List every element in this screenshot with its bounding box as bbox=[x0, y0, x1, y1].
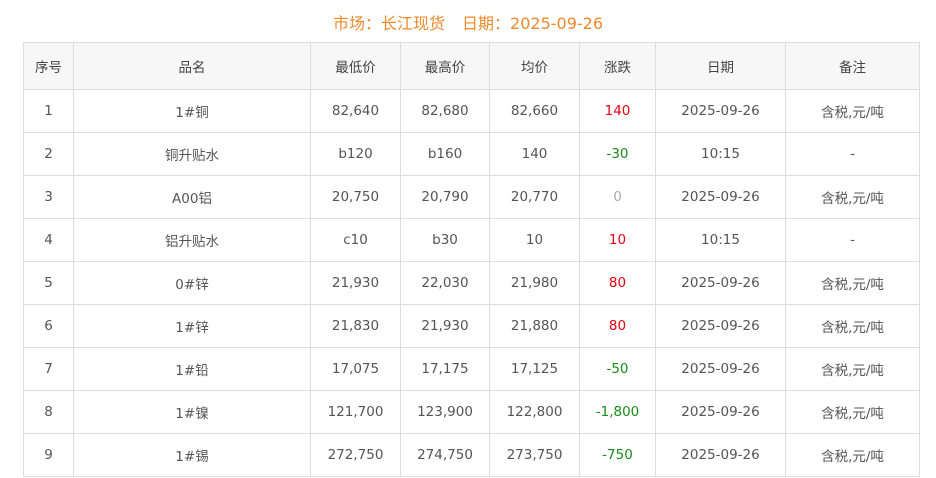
cell-note: - bbox=[785, 132, 920, 176]
cell-note: 含税,元/吨 bbox=[785, 304, 920, 348]
cell-avg: 10 bbox=[489, 218, 580, 262]
cell-avg: 20,770 bbox=[489, 175, 580, 219]
cell-date: 2025-09-26 bbox=[655, 433, 786, 477]
cell-high: 82,680 bbox=[400, 89, 490, 133]
cell-change: 10 bbox=[579, 218, 656, 262]
cell-change: 140 bbox=[579, 89, 656, 133]
cell-date: 2025-09-26 bbox=[655, 261, 786, 305]
cell-no: 8 bbox=[23, 390, 74, 434]
cell-low: 20,750 bbox=[310, 175, 401, 219]
cell-high: 17,175 bbox=[400, 347, 490, 391]
cell-name: 1#铜 bbox=[73, 89, 311, 133]
cell-avg: 82,660 bbox=[489, 89, 580, 133]
table-row: 6 1#锌 21,830 21,930 21,880 80 2025-09-26 含税,元/吨 bbox=[23, 304, 920, 348]
table-row: 3 A00铝 20,750 20,790 20,770 0 2025-09-26 含税,元/吨 bbox=[23, 175, 920, 219]
cell-avg: 140 bbox=[489, 132, 580, 176]
cell-date: 10:15 bbox=[655, 132, 786, 176]
cell-note: 含税,元/吨 bbox=[785, 347, 920, 391]
cell-note: 含税,元/吨 bbox=[785, 175, 920, 219]
cell-high: b160 bbox=[400, 132, 490, 176]
table-row: 4 铝升贴水 c10 b30 10 10 10:15- bbox=[23, 218, 920, 262]
cell-high: 123,900 bbox=[400, 390, 490, 434]
table-row: 7 1#铅 17,075 17,175 17,125 -50 2025-09-26 含税,元/… bbox=[23, 347, 920, 391]
cell-low: 17,075 bbox=[310, 347, 401, 391]
cell-no: 1 bbox=[23, 89, 74, 133]
cell-date: 2025-09-26 bbox=[655, 304, 786, 348]
cell-low: 21,930 bbox=[310, 261, 401, 305]
table-header: 序号 品名 最低价 最高价 均价 涨跌 日期 备注 bbox=[23, 42, 920, 90]
cell-no: 6 bbox=[23, 304, 74, 348]
cell-note: 含税,元/吨 bbox=[785, 261, 920, 305]
cell-date: 2025-09-26 bbox=[655, 89, 786, 133]
cell-change: 80 bbox=[579, 304, 656, 348]
cell-name: A00铝 bbox=[73, 175, 311, 219]
cell-name: 0#锌 bbox=[73, 261, 311, 305]
cell-high: 274,750 bbox=[400, 433, 490, 477]
cell-no: 3 bbox=[23, 175, 74, 219]
cell-name: 1#铅 bbox=[73, 347, 311, 391]
table-row: 1 1#铜 82,640 82,680 82,660 140 2025-09-26 含税,元/… bbox=[23, 89, 920, 133]
cell-high: 22,030 bbox=[400, 261, 490, 305]
cell-low: c10 bbox=[310, 218, 401, 262]
cell-avg: 21,980 bbox=[489, 261, 580, 305]
cell-name: 1#镍 bbox=[73, 390, 311, 434]
cell-no: 9 bbox=[23, 433, 74, 477]
cell-low: 121,700 bbox=[310, 390, 401, 434]
cell-avg: 273,750 bbox=[489, 433, 580, 477]
cell-low: 82,640 bbox=[310, 89, 401, 133]
cell-change: 0 bbox=[579, 175, 656, 219]
cell-note: - bbox=[785, 218, 920, 262]
header-note: 备注 bbox=[785, 42, 920, 90]
header-avg: 均价 bbox=[489, 42, 580, 90]
cell-change: -750 bbox=[579, 433, 656, 477]
cell-low: 272,750 bbox=[310, 433, 401, 477]
cell-name: 1#锡 bbox=[73, 433, 311, 477]
cell-low: 21,830 bbox=[310, 304, 401, 348]
header-change: 涨跌 bbox=[579, 42, 656, 90]
cell-change: -30 bbox=[579, 132, 656, 176]
cell-date: 2025-09-26 bbox=[655, 347, 786, 391]
cell-name: 铝升贴水 bbox=[73, 218, 311, 262]
cell-low: b120 bbox=[310, 132, 401, 176]
table-row: 2 铜升贴水 b120 b160 140 -30 10:15- bbox=[23, 132, 920, 176]
cell-note: 含税,元/吨 bbox=[785, 390, 920, 434]
cell-change: -1,800 bbox=[579, 390, 656, 434]
cell-avg: 122,800 bbox=[489, 390, 580, 434]
cell-change: -50 bbox=[579, 347, 656, 391]
table-row: 5 0#锌 21,930 22,030 21,980 80 2025-09-26 含税,元/吨 bbox=[23, 261, 920, 305]
cell-note: 含税,元/吨 bbox=[785, 89, 920, 133]
cell-high: 21,930 bbox=[400, 304, 490, 348]
cell-avg: 21,880 bbox=[489, 304, 580, 348]
page-title: 市场：长江现货 日期：2025-09-26 bbox=[0, 10, 936, 34]
cell-name: 1#锌 bbox=[73, 304, 311, 348]
header-name: 品名 bbox=[73, 42, 311, 90]
header-low: 最低价 bbox=[310, 42, 401, 90]
cell-no: 2 bbox=[23, 132, 74, 176]
cell-avg: 17,125 bbox=[489, 347, 580, 391]
cell-no: 7 bbox=[23, 347, 74, 391]
header-high: 最高价 bbox=[400, 42, 490, 90]
cell-date: 2025-09-26 bbox=[655, 175, 786, 219]
date-label: 日期：2025-09-26 bbox=[462, 14, 604, 33]
cell-date: 2025-09-26 bbox=[655, 390, 786, 434]
cell-name: 铜升贴水 bbox=[73, 132, 311, 176]
header-no: 序号 bbox=[23, 42, 74, 90]
cell-date: 10:15 bbox=[655, 218, 786, 262]
table-row: 9 1#锡 272,750 274,750 273,750 -750 2025-09-26 含… bbox=[23, 433, 920, 477]
header-date: 日期 bbox=[655, 42, 786, 90]
cell-note: 含税,元/吨 bbox=[785, 433, 920, 477]
cell-no: 5 bbox=[23, 261, 74, 305]
cell-high: b30 bbox=[400, 218, 490, 262]
cell-no: 4 bbox=[23, 218, 74, 262]
cell-change: 80 bbox=[579, 261, 656, 305]
price-table: 序号 品名 最低价 最高价 均价 涨跌 日期 备注 1 1#铜 82,640 82,680 82,66… bbox=[23, 42, 920, 477]
cell-high: 20,790 bbox=[400, 175, 490, 219]
market-label: 市场：长江现货 bbox=[332, 14, 445, 33]
table-row: 8 1#镍 121,700 123,900 122,800 -1,800 2025-09-2… bbox=[23, 390, 920, 434]
